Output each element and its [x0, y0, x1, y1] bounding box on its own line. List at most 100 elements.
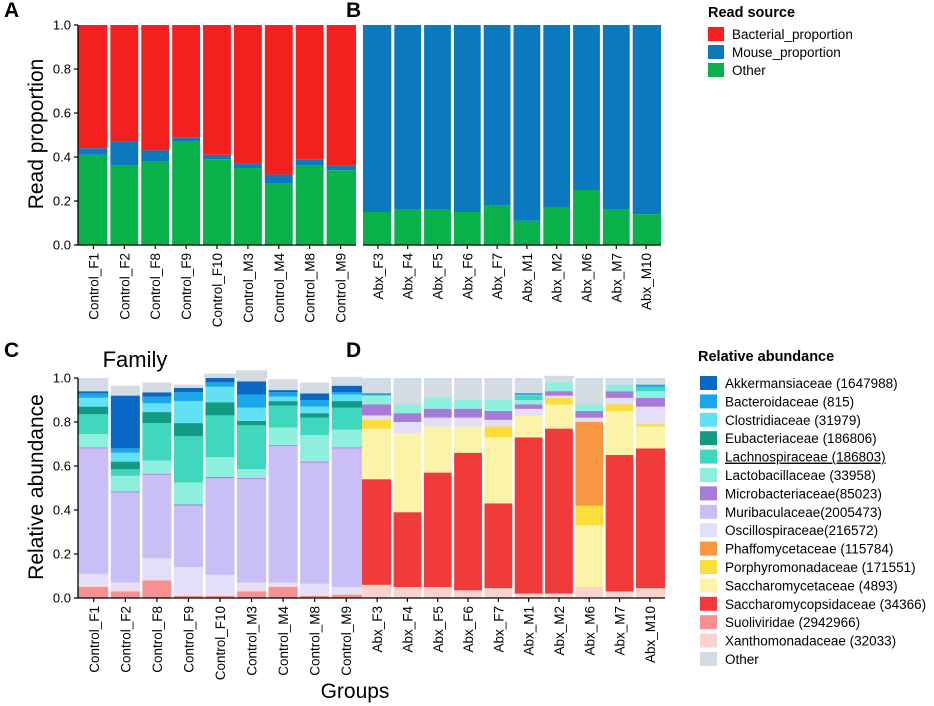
- bar-segment-oscillospiraceae-abx_m6: [574, 417, 605, 422]
- bar-segment-clostridiaceae-control_m9: [330, 394, 362, 402]
- bar-segment-mouse_proportion-control_f9: [170, 137, 202, 142]
- legend-swatch-saccharomycetaceae: [700, 578, 717, 593]
- bar-segment-saccharomycopsidaceae-abx_f6: [452, 452, 484, 591]
- legend-label-clostridiaceae: Clostridiaceae (31979): [725, 413, 861, 428]
- x-tick-label: Abx_M1: [520, 253, 535, 303]
- bar-segment-lactobacillaceae-abx_m1: [513, 400, 544, 405]
- panel-label-b: B: [346, 0, 361, 22]
- bar-segment-bacterial_proportion-control_f1: [78, 25, 109, 149]
- legend-relative-abundance-title: Relative abundance: [698, 349, 834, 365]
- bar-segment-microbacteriaceae-abx_m2: [543, 391, 575, 396]
- bar-segment-lactobacillaceae-control_m8: [298, 435, 331, 462]
- bar-segment-oscillospiraceae-control_f2: [109, 582, 142, 591]
- bar-segment-mouse_proportion-abx_f7: [482, 25, 512, 206]
- bar-segment-lactobacillaceae-control_f1: [78, 434, 110, 448]
- bar-segment-mouse_proportion-abx_f3: [363, 25, 393, 212]
- legend-label-other: Other: [732, 63, 766, 78]
- legend-swatch-akkermansiaceae: [700, 376, 717, 390]
- bar-segment-xanthomonadaceae-abx_f6: [452, 590, 484, 598]
- bar-segment-suoliviridae-control_f9: [172, 595, 205, 598]
- bar-segment-microbacteriaceae-abx_f3: [362, 404, 393, 416]
- bar-segment-eubacteriaceae-control_f8: [141, 412, 173, 424]
- y-tick-label: 1.0: [53, 371, 71, 386]
- bar-segment-akkermansiaceae-abx_f3: [362, 393, 393, 395]
- bar-segment-eubacteriaceae-control_m8: [298, 413, 331, 418]
- bar-segment-porphyromonadaceae-abx_m7: [604, 404, 635, 411]
- bar-segment-oscillospiraceae-control_m8: [298, 583, 331, 595]
- legend-swatch-mouse_proportion: [708, 45, 724, 59]
- legend-label-mouse_proportion: Mouse_proportion: [732, 45, 841, 60]
- bar-segment-microbacteriaceae-control_m3: [235, 478, 268, 480]
- legend-swatch-muribaculaceae: [700, 504, 717, 519]
- bar-segment-saccharomycopsidaceae-abx_f5: [422, 472, 453, 587]
- bar-segment-saccharomycopsidaceae-abx_f3: [362, 479, 393, 585]
- x-tick-label: Abx_F3: [370, 606, 385, 653]
- bar-segment-oscillospiraceae-abx_m10: [634, 406, 665, 425]
- legend-label-porphyromonadaceae: Porphyromonadaceae (171551): [725, 560, 916, 575]
- bar-segment-lachnospiraceae-control_f2: [109, 469, 142, 476]
- x-tick-label: Abx_M2: [552, 606, 567, 656]
- bar-segment-lactobacillaceae-control_f8: [141, 460, 173, 474]
- bar-segment-xanthomonadaceae-control_f9: [172, 594, 205, 596]
- bar-segment-mouse_proportion-abx_m1: [512, 25, 542, 221]
- bar-segment-saccharomycetaceae-abx_m7: [604, 411, 635, 455]
- bar-segment-bacterial_proportion-control_m9: [325, 25, 356, 166]
- bar-segment-bacteroidaceae-control_m8: [298, 400, 331, 407]
- bar-segment-mouse_proportion-abx_f5: [422, 25, 453, 210]
- legend-read-source: Read source Bacterial_proportion Mouse_pr…: [708, 5, 853, 78]
- bar-segment-lactobacillaceae-abx_f6: [452, 400, 484, 409]
- x-tick-label: Control_F10: [213, 606, 228, 680]
- bar-segment-muribaculaceae-control_m3: [235, 479, 268, 583]
- bar-segment-saccharomycopsidaceae-abx_m7: [604, 455, 635, 592]
- bar-segment-mouse_proportion-abx_f6: [452, 25, 483, 212]
- bar-segment-xanthomonadaceae-control_m9: [330, 593, 362, 595]
- bar-segment-other-control_f1: [78, 154, 109, 245]
- bar-segment-other-abx_f7: [482, 205, 512, 245]
- bar-segment-mouse_proportion-abx_m2: [541, 25, 572, 208]
- bar-segment-other-abx_m7: [604, 378, 635, 385]
- bar-segment-other-abx_f3: [362, 380, 393, 394]
- bar-segment-lachnospiraceae-control_f8: [141, 423, 173, 461]
- bar-segment-microbacteriaceae-control_m8: [298, 461, 331, 463]
- bar-segment-bacteroidaceae-control_m3: [235, 394, 268, 408]
- legend-swatch-lactobacillaceae: [700, 468, 717, 482]
- bar-segment-bacterial_proportion-control_f10: [201, 25, 233, 155]
- bar-segment-saccharomycetaceae-abx_m10: [634, 426, 665, 449]
- bar-segment-other-abx_f6: [452, 389, 484, 400]
- bar-segment-bacterial_proportion-control_m4: [263, 25, 295, 175]
- bar-segment-saccharomycopsidaceae-abx_m1: [513, 437, 544, 594]
- bar-segment-saccharomycetaceae-abx_m6: [574, 525, 605, 587]
- bar-segment-xanthomonadaceae-control_f10: [204, 594, 236, 596]
- bar-segment-xanthomonadaceae-control_m4: [267, 585, 299, 587]
- bar-segment-clostridiaceae-control_m3: [235, 407, 268, 421]
- bar-segment-lachnospiraceae-control_m8: [298, 417, 331, 436]
- bar-segment-akkermansiaceae-control_f2: [109, 395, 142, 449]
- y-tick-label: 0.0: [53, 238, 71, 253]
- bar-segment-xanthomonadaceae-control_f1: [78, 585, 110, 587]
- bar-segment-microbacteriaceae-control_f9: [172, 504, 205, 506]
- legend-label-microbacteriaceae: Microbacteriaceae(85023): [725, 486, 882, 501]
- x-tick-label: Control_M4: [272, 253, 287, 323]
- x-tick-label: Abx_F6: [461, 606, 476, 653]
- legend-swatch-suoliviridae: [700, 615, 717, 630]
- bar-segment-other-control_f1: [78, 378, 110, 392]
- bar-segment-eubacteriaceae-control_m3: [235, 420, 268, 426]
- bar-segment-suoliviridae-control_m9: [330, 594, 362, 598]
- legend-swatch-bacterial_proportion: [708, 27, 724, 41]
- bar-segment-xanthomonadaceae-abx_f5: [422, 587, 453, 598]
- bar-segment-xanthomonadaceae-abx_m2: [543, 593, 575, 598]
- legend-swatch-xanthomonadaceae: [700, 633, 717, 648]
- legend-label-phaffomycetaceae: Phaffomycetaceae (115784): [725, 542, 893, 557]
- x-tick-label: Abx_F3: [371, 253, 386, 300]
- bar-segment-xanthomonadaceae-abx_m7: [604, 591, 635, 598]
- legend-label-saccharomycetaceae: Saccharomycetaceae (4893): [725, 578, 898, 593]
- bar-segment-suoliviridae-control_m3: [235, 591, 268, 598]
- bar-segment-other-control_m9: [330, 376, 362, 386]
- bar-segment-microbacteriaceae-abx_f5: [422, 408, 453, 418]
- bar-segment-microbacteriaceae-abx_f4: [392, 413, 423, 422]
- bar-segment-akkermansiaceae-control_f8: [141, 392, 173, 397]
- panel-label-a: A: [4, 0, 19, 22]
- bar-segment-mouse_proportion-abx_m7: [601, 25, 632, 210]
- x-tick-label: Control_M4: [276, 606, 291, 676]
